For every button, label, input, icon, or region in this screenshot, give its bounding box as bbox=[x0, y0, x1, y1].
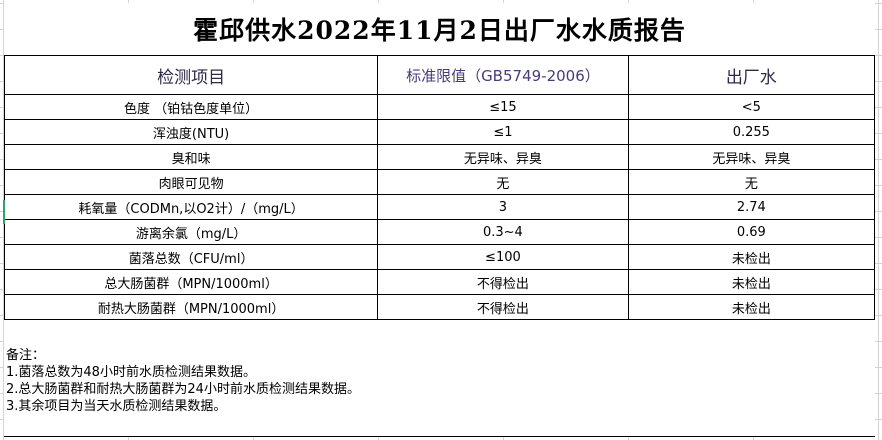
table-row: 耐热大肠菌群（MPN/1000ml） 不得检出 未检出 bbox=[3, 294, 876, 320]
header-item[interactable]: 检测项目 bbox=[3, 55, 379, 95]
row-selection-indicator bbox=[3, 200, 5, 224]
cell-value[interactable]: <5 bbox=[627, 94, 876, 120]
water-quality-table: 检测项目 标准限值（GB5749-2006） 出厂水 色度 （铂钴色度单位） ≤1… bbox=[3, 55, 876, 320]
cell-standard[interactable]: 3 bbox=[377, 194, 629, 220]
note-line: 2.总大肠菌群和耐热大肠菌群为24小时前水质检测结果数据。 bbox=[6, 382, 360, 397]
cell-value[interactable]: 未检出 bbox=[627, 269, 876, 295]
cell-item[interactable]: 肉眼可见物 bbox=[3, 169, 379, 195]
cell-standard[interactable]: ≤100 bbox=[377, 244, 629, 270]
table-row: 总大肠菌群（MPN/1000ml） 不得检出 未检出 bbox=[3, 269, 876, 295]
cell-value[interactable]: 未检出 bbox=[627, 294, 876, 320]
cell-item[interactable]: 臭和味 bbox=[3, 144, 379, 170]
cell-item[interactable]: 总大肠菌群（MPN/1000ml） bbox=[3, 269, 379, 295]
cell-item[interactable]: 浑浊度(NTU) bbox=[3, 119, 379, 145]
table-row: 肉眼可见物无无 bbox=[3, 169, 876, 195]
cell-value[interactable]: 0.255 bbox=[627, 119, 876, 145]
cell-item[interactable]: 耐热大肠菌群（MPN/1000ml） bbox=[3, 294, 379, 320]
table-row: 菌落总数（CFU/ml） ≤100 未检出 bbox=[3, 244, 876, 270]
table-header-row: 检测项目 标准限值（GB5749-2006） 出厂水 bbox=[3, 55, 876, 95]
notes-block[interactable]: 备注： 1.菌落总数为48小时前水质检测结果数据。 2.总大肠菌群和耐热大肠菌群… bbox=[6, 347, 360, 415]
header-standard[interactable]: 标准限值（GB5749-2006） bbox=[377, 55, 629, 95]
cell-standard[interactable]: ≤1 bbox=[377, 119, 629, 145]
cell-standard[interactable]: 无 bbox=[377, 169, 629, 195]
cell-standard[interactable]: 无异味、异臭 bbox=[377, 144, 629, 170]
cell-item[interactable]: 菌落总数（CFU/ml） bbox=[3, 244, 379, 270]
table-row: 色度 （铂钴色度单位） ≤15 <5 bbox=[3, 94, 876, 120]
note-line: 1.菌落总数为48小时前水质检测结果数据。 bbox=[6, 365, 256, 380]
table-row: 浑浊度(NTU) ≤1 0.255 bbox=[3, 119, 876, 145]
cell-standard[interactable]: 0.3~4 bbox=[377, 219, 629, 245]
cell-value[interactable]: 0.69 bbox=[627, 219, 876, 245]
cell-item[interactable]: 耗氧量（CODMn,以O2计）/（mg/L） bbox=[3, 194, 379, 220]
cell-standard[interactable]: 不得检出 bbox=[377, 294, 629, 320]
note-line: 3.其余项目为当天水质检测结果数据。 bbox=[6, 399, 227, 414]
header-outlet-water[interactable]: 出厂水 bbox=[627, 55, 876, 95]
cell-value[interactable]: 无异味、异臭 bbox=[627, 144, 876, 170]
table-row: 游离余氯（mg/L） 0.3~4 0.69 bbox=[3, 219, 876, 245]
cell-standard[interactable]: 不得检出 bbox=[377, 269, 629, 295]
table-row: 耗氧量（CODMn,以O2计）/（mg/L） 3 2.74 bbox=[3, 194, 876, 220]
report-title: 霍邱供水2022年11月2日出厂水水质报告 bbox=[193, 16, 686, 45]
cell-item[interactable]: 色度 （铂钴色度单位） bbox=[3, 94, 379, 120]
bottom-border bbox=[4, 436, 875, 437]
cell-value[interactable]: 无 bbox=[627, 169, 876, 195]
notes-heading: 备注： bbox=[6, 348, 46, 363]
cell-value[interactable]: 未检出 bbox=[627, 244, 876, 270]
table-row: 臭和味 无异味、异臭 无异味、异臭 bbox=[3, 144, 876, 170]
cell-item[interactable]: 游离余氯（mg/L） bbox=[3, 219, 379, 245]
report-sheet: 霍邱供水2022年11月2日出厂水水质报告 检测项目 标准限值（GB5749-2… bbox=[3, 3, 876, 437]
cell-standard[interactable]: ≤15 bbox=[377, 94, 629, 120]
cell-value[interactable]: 2.74 bbox=[627, 194, 876, 220]
